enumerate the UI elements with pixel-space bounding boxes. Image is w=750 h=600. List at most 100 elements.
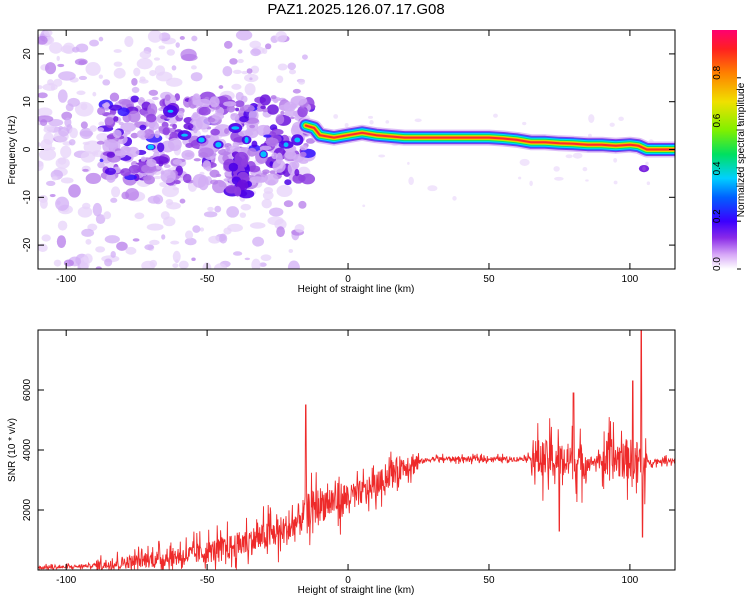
spectrogram-blob — [110, 197, 118, 203]
spectrogram-blob — [244, 257, 251, 261]
spectrogram-blob — [215, 141, 222, 148]
spectrogram-blob — [120, 122, 137, 132]
spectrogram-blob — [114, 150, 125, 157]
spectrogram-blob — [154, 65, 166, 76]
spectrogram-blob — [224, 40, 233, 49]
spectrogram-blob — [38, 115, 54, 123]
spectrogram-blob — [298, 174, 306, 182]
spectrogram-blob — [452, 196, 457, 201]
spectrogram-blob — [259, 94, 271, 106]
spectrogram-blob — [45, 62, 57, 75]
spectrogram-blob — [82, 168, 89, 172]
spectrogram-blob — [269, 124, 278, 131]
spectrogram-blob — [207, 117, 216, 123]
spectrogram-blob — [172, 159, 183, 165]
spectrogram-blob — [235, 91, 244, 102]
spectrogram-blob — [268, 207, 284, 217]
spectrogram-blob — [165, 198, 174, 206]
spectrogram-blob — [414, 118, 422, 123]
spectrogram-blob — [265, 137, 279, 147]
spectrogram-blob — [249, 77, 253, 81]
spectrogram-blob — [613, 180, 618, 185]
spectrogram-blob — [160, 169, 176, 184]
spectrogram-blob — [267, 179, 276, 186]
spectrogram-blob — [582, 167, 588, 172]
spectrogram-blob — [172, 263, 179, 268]
spectrogram-blob — [97, 107, 106, 116]
spectrogram-blob — [642, 166, 646, 172]
snr-x-tick-label: -100 — [56, 575, 76, 586]
spectrogram-blob — [260, 105, 266, 110]
spectrogram-blob — [290, 95, 308, 106]
spectrogram-blob — [198, 147, 214, 158]
spectrogram-blob — [174, 180, 181, 185]
spectrogram-blob — [106, 151, 116, 158]
spectrogram-blob — [58, 126, 70, 137]
spectrogram-blob — [298, 79, 306, 85]
spectrogram-blob — [609, 122, 615, 127]
spectrogram-blob — [68, 184, 81, 198]
spectrogram-blob — [134, 212, 145, 220]
spectrogram-blob — [57, 63, 65, 68]
spectrogram-blob — [146, 158, 157, 167]
spectrogram-blob — [191, 35, 198, 42]
spectrogram-blob — [141, 260, 156, 269]
spectrogram-blob — [43, 124, 56, 130]
spectrogram-x-tick-label: -100 — [56, 274, 76, 285]
spectrogram-blob — [218, 85, 224, 89]
spectrogram-blob — [522, 121, 527, 126]
spectrogram-y-tick-label: 0 — [22, 146, 33, 152]
spectrogram-blob — [157, 142, 165, 153]
spectrogram-blob — [260, 254, 272, 261]
spectrogram-blob — [224, 128, 230, 135]
spectrogram-blob — [239, 212, 247, 218]
spectrogram-blob — [60, 177, 74, 184]
spectrogram-blob — [39, 198, 48, 209]
spectrogram-blob — [50, 84, 56, 91]
spectrogram-blob — [518, 176, 522, 180]
spectrogram-blob — [241, 70, 248, 75]
spectrogram-blob — [79, 256, 90, 269]
spectrogram-blob — [288, 248, 294, 253]
spectrogram-blob — [57, 89, 68, 103]
spectrogram-blob — [85, 62, 101, 76]
spectrogram-blob — [222, 66, 233, 77]
spectrogram-blob — [131, 86, 140, 94]
spectrogram-blob — [212, 112, 225, 120]
spectrogram-blob — [89, 39, 100, 47]
spectrogram-blob — [280, 110, 285, 116]
spectrogram-blob — [261, 198, 272, 209]
spectrogram-blob — [271, 128, 284, 136]
spectrogram-blob — [163, 216, 176, 227]
spectrogram-blob — [106, 173, 116, 183]
spectrogram-blob — [283, 109, 298, 117]
spectrogram-blob — [175, 42, 180, 48]
spectrogram-blob — [85, 172, 102, 184]
spectrogram-blob — [163, 164, 171, 169]
spectrogram-blob — [170, 240, 180, 245]
spectrogram-blob — [190, 65, 197, 70]
spectrogram-blob — [104, 258, 113, 267]
spectrogram-blob — [210, 179, 219, 185]
spectrogram-blob — [301, 54, 308, 60]
spectrogram-blob — [408, 176, 414, 186]
spectrogram-blob — [120, 168, 131, 177]
spectrogram-blob — [199, 227, 205, 232]
spectrogram-blob — [519, 158, 530, 166]
spectrogram-blob — [277, 63, 288, 71]
spectrogram-blob — [248, 165, 261, 173]
spectrogram-blob — [80, 121, 88, 129]
spectrogram-blob — [244, 136, 249, 143]
spectrogram-blob — [113, 61, 123, 67]
spectrogram-blob — [192, 93, 201, 106]
spectrogram-blob — [58, 71, 76, 81]
spectrogram-blob — [262, 108, 268, 113]
spectrogram-blob — [179, 36, 185, 40]
spectrogram-blob — [192, 225, 201, 233]
spectrogram-blob — [103, 211, 112, 220]
spectrogram-blob — [85, 238, 92, 245]
spectrogram-blob — [260, 151, 267, 158]
spectrogram-blob — [276, 226, 285, 238]
spectrogram-blob — [38, 142, 41, 147]
